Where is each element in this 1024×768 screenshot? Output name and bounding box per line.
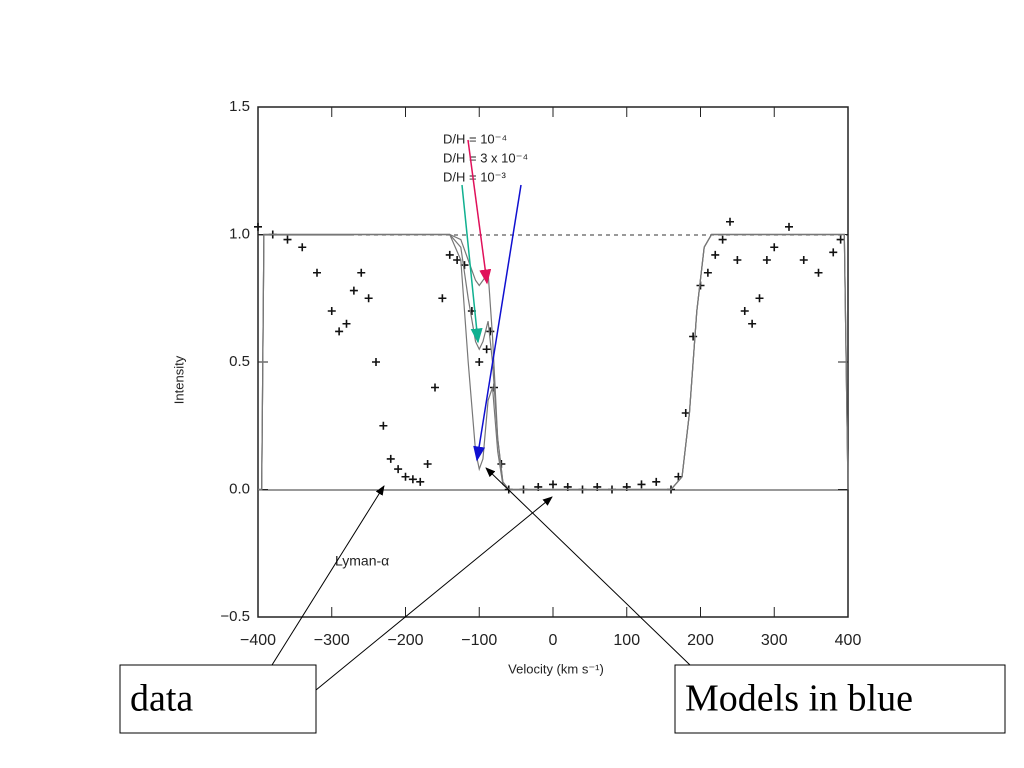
x-tick-label: −100 xyxy=(461,632,497,649)
data-point xyxy=(357,268,366,277)
data-point xyxy=(549,480,557,489)
box-label: data xyxy=(130,678,193,720)
y-tick-label: 1.0 xyxy=(229,225,250,242)
model-line xyxy=(258,233,849,491)
data-point xyxy=(372,358,380,366)
data-point xyxy=(637,480,646,489)
data-point xyxy=(386,454,395,463)
data-point xyxy=(836,235,845,244)
data-point xyxy=(762,256,771,264)
annotation: Lyman-α xyxy=(335,553,389,569)
x-tick-label: −400 xyxy=(240,632,276,649)
data-point xyxy=(814,268,823,277)
data-point xyxy=(733,256,742,264)
data-point xyxy=(342,319,351,328)
data-point xyxy=(829,248,838,257)
data-point xyxy=(408,475,417,484)
arrow xyxy=(473,184,522,462)
data-point xyxy=(283,235,292,244)
series-label: D/H = 10⁻³ xyxy=(443,169,507,184)
data-point xyxy=(681,409,690,417)
x-tick-label: 100 xyxy=(613,632,640,649)
arrow xyxy=(271,485,385,666)
x-tick-label: 200 xyxy=(687,632,714,649)
data-point xyxy=(254,222,262,231)
plot-frame xyxy=(257,106,849,618)
data-point xyxy=(711,250,720,259)
data-point xyxy=(416,477,425,486)
data-point xyxy=(394,465,403,474)
series-label: D/H = 3 x 10⁻⁴ xyxy=(443,150,528,165)
data-point xyxy=(423,460,432,468)
y-tick-label: 1.5 xyxy=(229,98,250,115)
data-point xyxy=(748,319,757,328)
data-point xyxy=(726,217,734,226)
x-tick-label: −300 xyxy=(314,632,350,649)
data-point xyxy=(482,345,491,354)
arrow xyxy=(467,139,492,285)
data-point xyxy=(755,294,764,303)
model-line xyxy=(258,233,849,491)
data-point xyxy=(431,383,439,392)
data-point xyxy=(298,243,307,252)
x-tick-label: −200 xyxy=(387,632,423,649)
data-point xyxy=(335,327,344,336)
y-tick-label: −0.5 xyxy=(220,608,250,625)
data-point xyxy=(313,268,321,277)
x-tick-label: 0 xyxy=(549,632,558,649)
y-axis-label: Intensity xyxy=(171,355,186,404)
data-point xyxy=(718,235,727,244)
data-point xyxy=(475,358,484,366)
data-point xyxy=(453,256,462,264)
data-point xyxy=(799,256,808,264)
data-point xyxy=(327,307,336,315)
data-point xyxy=(740,307,749,315)
data-point xyxy=(438,294,447,303)
data-point xyxy=(652,477,661,486)
y-tick-label: 0.5 xyxy=(229,353,250,370)
data-point xyxy=(689,332,698,341)
arrow xyxy=(315,496,553,691)
data-point xyxy=(674,472,683,481)
arrow xyxy=(461,184,483,344)
x-tick-label: 300 xyxy=(761,632,788,649)
x-axis-label: Velocity (km s⁻¹) xyxy=(508,661,604,676)
arrow xyxy=(485,467,691,666)
data-point xyxy=(445,250,454,259)
data-point xyxy=(349,286,358,295)
data-point xyxy=(460,261,469,270)
data-point xyxy=(364,294,373,303)
x-tick-label: 400 xyxy=(835,632,862,649)
data-point xyxy=(770,243,779,252)
y-tick-label: 0.0 xyxy=(229,480,250,497)
model-line xyxy=(258,233,849,491)
series-label: D/H = 10⁻⁴ xyxy=(443,131,507,146)
data-point xyxy=(785,222,793,231)
data-point xyxy=(703,268,712,277)
data-point xyxy=(486,327,495,336)
label-box xyxy=(674,664,1006,734)
label-box xyxy=(119,664,317,734)
data-point xyxy=(401,472,410,481)
box-label: Models in blue xyxy=(685,678,913,720)
data-point xyxy=(379,421,388,430)
